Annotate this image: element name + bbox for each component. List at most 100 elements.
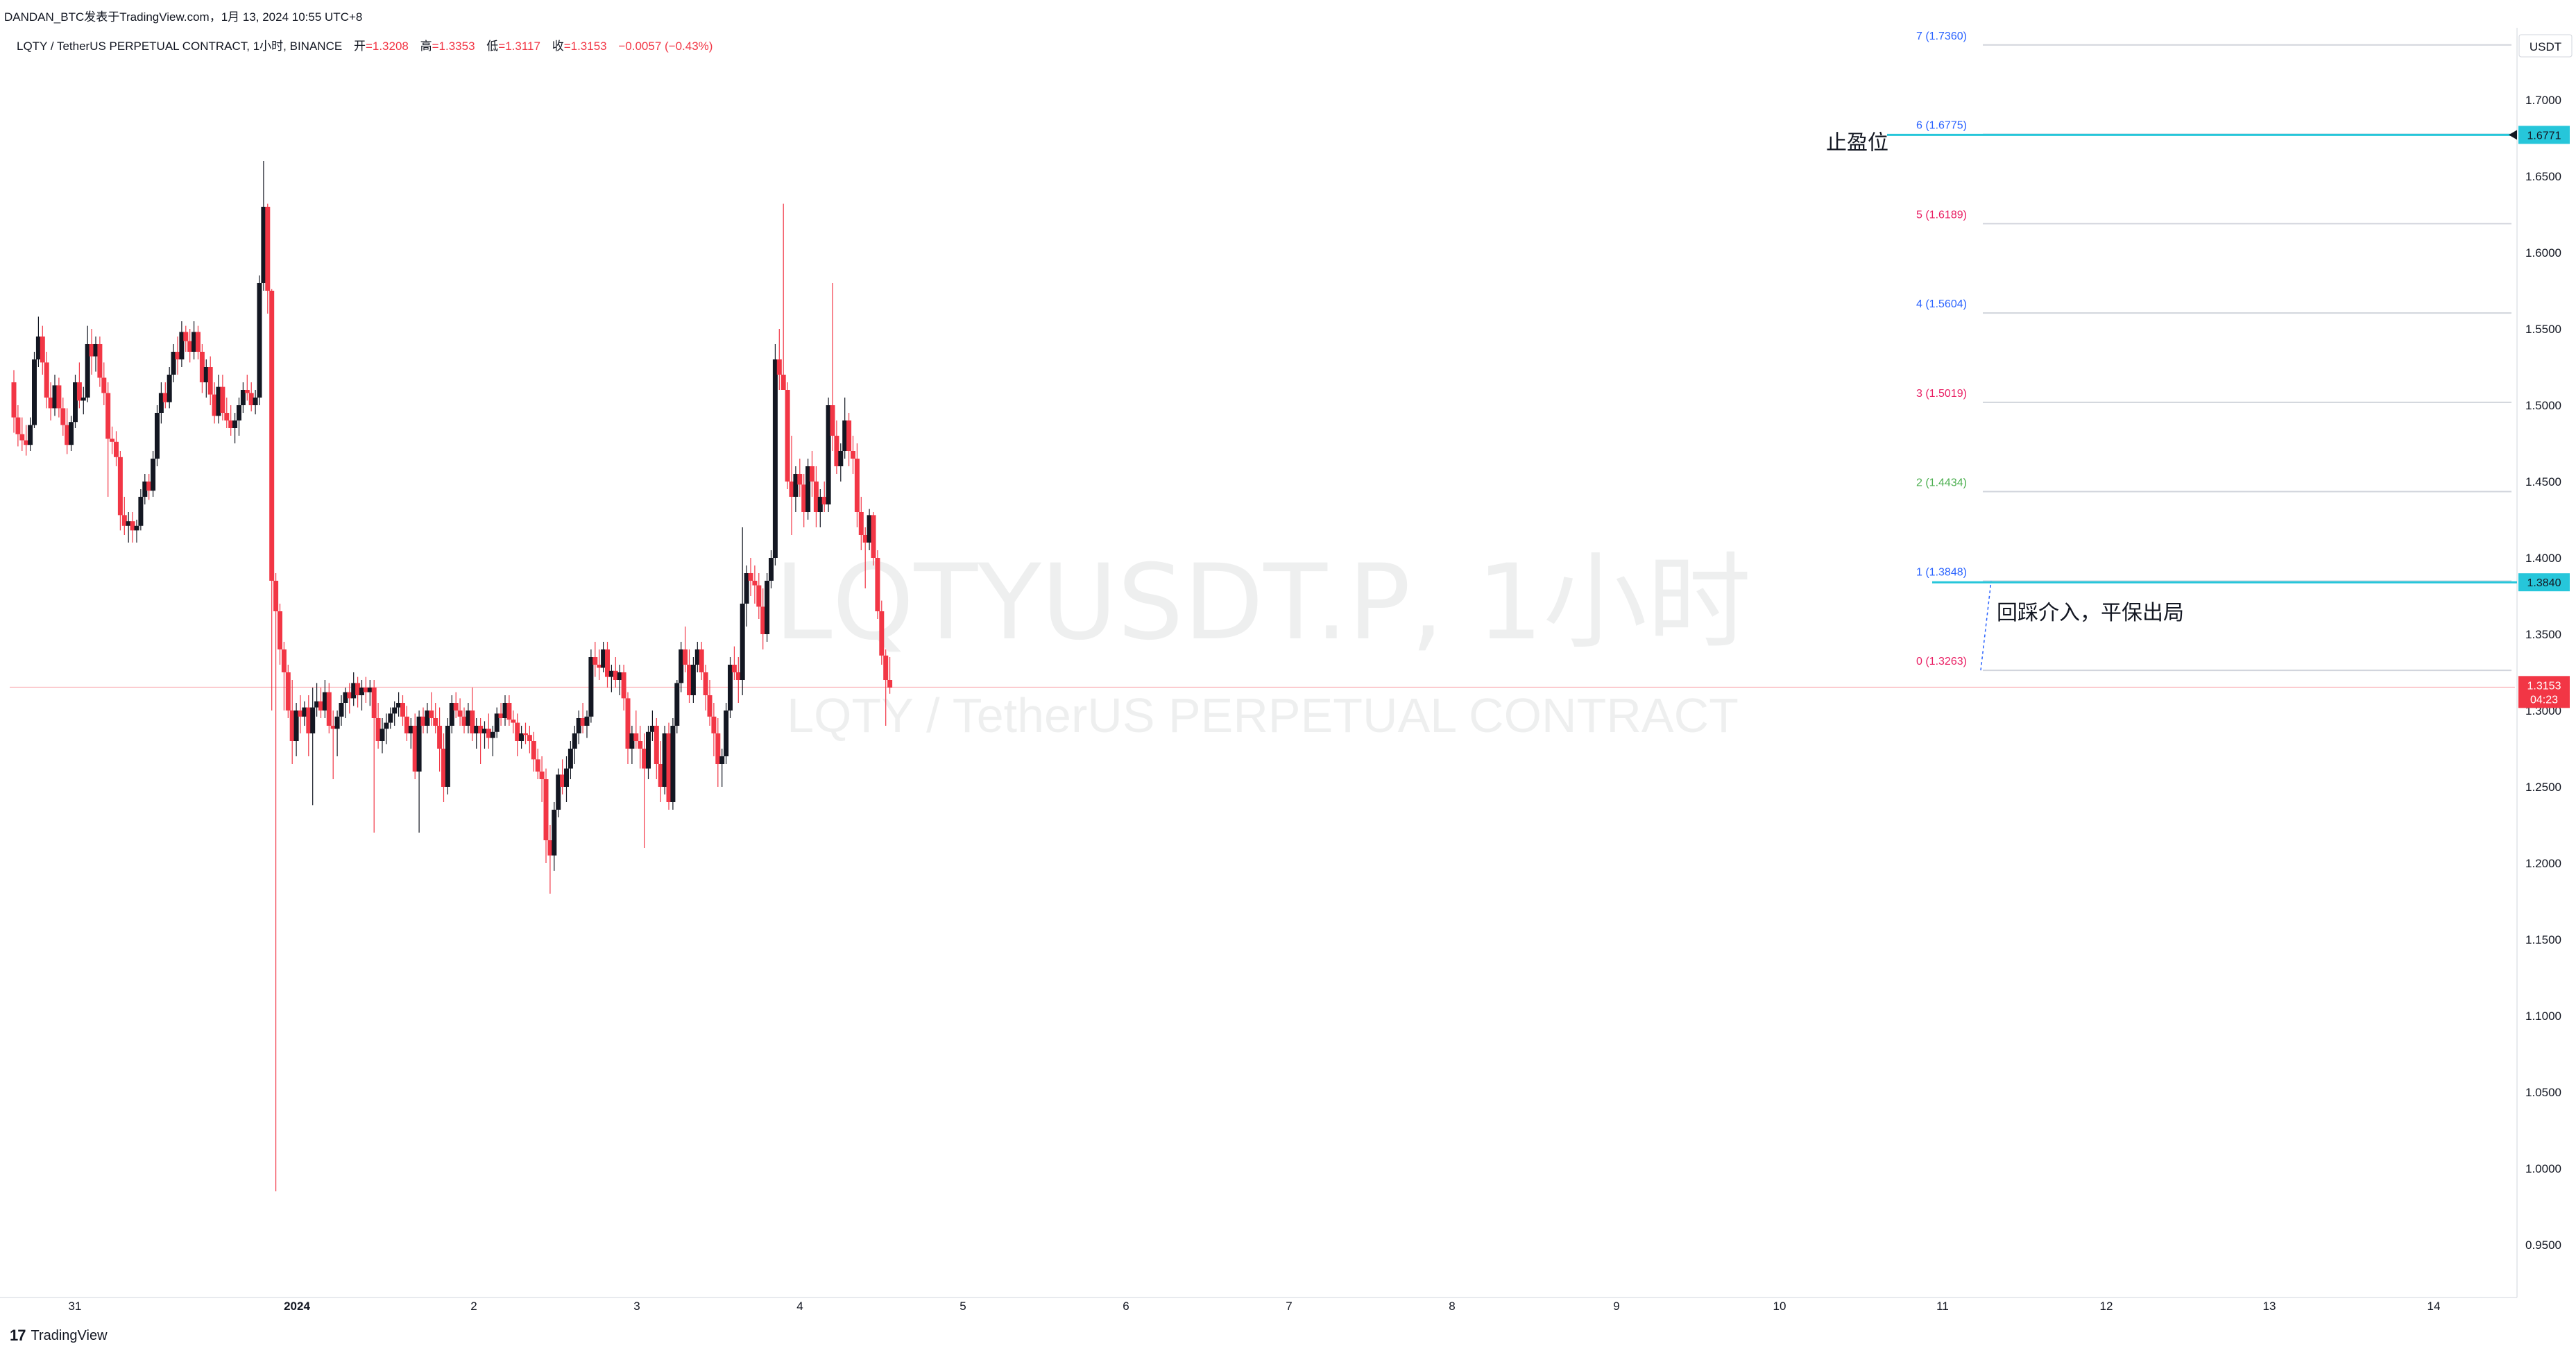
candle-body bbox=[44, 362, 49, 398]
candle-body bbox=[371, 688, 377, 718]
candle-body bbox=[56, 385, 62, 409]
candle-body bbox=[306, 707, 312, 733]
candle-body bbox=[347, 692, 352, 699]
candle-body bbox=[76, 382, 82, 401]
candle-body bbox=[597, 665, 602, 668]
candle-body bbox=[690, 665, 696, 695]
take-profit-price-tag bbox=[2518, 126, 2570, 144]
candle-body bbox=[343, 692, 348, 703]
candle-body bbox=[760, 606, 766, 634]
candle-body bbox=[879, 611, 885, 656]
candle-body bbox=[126, 521, 131, 526]
candle-body bbox=[207, 367, 213, 395]
fib-level-label: 1 (1.3848) bbox=[1916, 566, 1967, 578]
candle-body bbox=[134, 525, 139, 531]
candle-body bbox=[48, 398, 53, 409]
candle-body bbox=[93, 344, 99, 357]
candle-body bbox=[502, 703, 508, 718]
symbol-info-bar: LQTY / TetherUS PERPETUAL CONTRACT, 1小时,… bbox=[17, 36, 713, 53]
candle-body bbox=[543, 779, 549, 840]
candle-body bbox=[674, 683, 680, 726]
y-tick-label: 1.4500 bbox=[2525, 475, 2561, 488]
candle-body bbox=[146, 482, 152, 491]
candle-body bbox=[191, 332, 197, 352]
candle-body bbox=[253, 398, 258, 405]
candle-body bbox=[817, 497, 823, 512]
candle-body bbox=[216, 386, 221, 416]
change-value: −0.0057 (−0.43%) bbox=[618, 40, 713, 53]
candle-body bbox=[232, 420, 238, 428]
candle-body bbox=[408, 726, 413, 733]
candle-body bbox=[515, 722, 520, 741]
candle-body bbox=[633, 733, 639, 741]
candle-body bbox=[110, 439, 115, 442]
candle-body bbox=[453, 703, 459, 710]
candle-body bbox=[412, 726, 418, 772]
price-chart[interactable]: LQTYUSDT.P, 1小时 LQTY / TetherUS PERPETUAL… bbox=[0, 0, 2576, 1318]
candle-body bbox=[842, 420, 848, 451]
candle-body bbox=[470, 710, 475, 733]
candle-body bbox=[539, 772, 545, 779]
candle-body bbox=[220, 386, 225, 413]
candle-body bbox=[679, 649, 684, 683]
candle-body bbox=[772, 359, 778, 558]
candle-body bbox=[805, 466, 811, 512]
candle-body bbox=[858, 512, 864, 535]
fib-level-label: 2 (1.4434) bbox=[1916, 477, 1967, 489]
candle-body bbox=[724, 710, 729, 756]
candle-body bbox=[384, 722, 389, 729]
candle-body bbox=[576, 718, 581, 733]
candle-body bbox=[351, 683, 357, 699]
candle-body bbox=[121, 515, 127, 526]
y-tick-label: 1.1000 bbox=[2525, 1010, 2561, 1023]
candle-body bbox=[511, 720, 516, 723]
candle-body bbox=[363, 688, 368, 692]
symbol-description[interactable]: LQTY / TetherUS PERPETUAL CONTRACT, 1小时,… bbox=[17, 40, 343, 53]
y-tick-label: 0.9500 bbox=[2525, 1239, 2561, 1252]
candle-body bbox=[486, 729, 491, 738]
candle-body bbox=[810, 466, 814, 482]
x-tick-label: 13 bbox=[2263, 1300, 2276, 1313]
close-label: 收 bbox=[552, 40, 564, 53]
y-tick-label: 1.2500 bbox=[2525, 781, 2561, 794]
fib-level-label: 7 (1.7360) bbox=[1916, 31, 1967, 42]
candle-body bbox=[731, 665, 737, 672]
candle-body bbox=[506, 703, 512, 720]
candle-body bbox=[199, 352, 205, 382]
fib-level-label: 0 (1.3263) bbox=[1916, 656, 1967, 667]
x-tick-label: 2 bbox=[470, 1300, 477, 1313]
candle-body bbox=[437, 726, 443, 749]
annotation-entry: 回踩介入，平保出局 bbox=[1997, 601, 2184, 625]
candle-body bbox=[269, 291, 275, 581]
x-tick-label: 2024 bbox=[284, 1300, 310, 1313]
candle-body bbox=[196, 332, 201, 352]
tradingview-footer: 17 TradingView bbox=[10, 1327, 108, 1345]
x-tick-label: 12 bbox=[2100, 1300, 2113, 1313]
candle-body bbox=[257, 283, 262, 398]
candle-body bbox=[404, 716, 409, 733]
candle-body bbox=[175, 352, 180, 359]
candle-body bbox=[830, 405, 835, 436]
candle-body bbox=[240, 390, 246, 405]
annotation-take-profit: 止盈位 bbox=[1826, 131, 1888, 155]
candle-body bbox=[339, 703, 344, 717]
candle-body bbox=[130, 521, 135, 531]
candle-body bbox=[449, 703, 454, 726]
countdown-label: 04:23 bbox=[2530, 694, 2558, 706]
candle-body bbox=[711, 716, 717, 733]
candle-body bbox=[649, 726, 655, 732]
candle-body bbox=[625, 698, 631, 749]
candle-body bbox=[703, 672, 708, 695]
candle-body bbox=[420, 716, 426, 726]
candle-body bbox=[445, 726, 450, 787]
candle-body bbox=[289, 710, 295, 741]
candle-body bbox=[871, 515, 876, 558]
candle-body bbox=[482, 729, 487, 733]
candle-body bbox=[60, 408, 66, 425]
candle-body bbox=[212, 394, 217, 416]
candle-body bbox=[568, 749, 573, 769]
candle-body bbox=[797, 474, 803, 485]
candle-body bbox=[556, 774, 561, 810]
candle-body bbox=[265, 207, 271, 291]
candle-body bbox=[400, 703, 405, 717]
